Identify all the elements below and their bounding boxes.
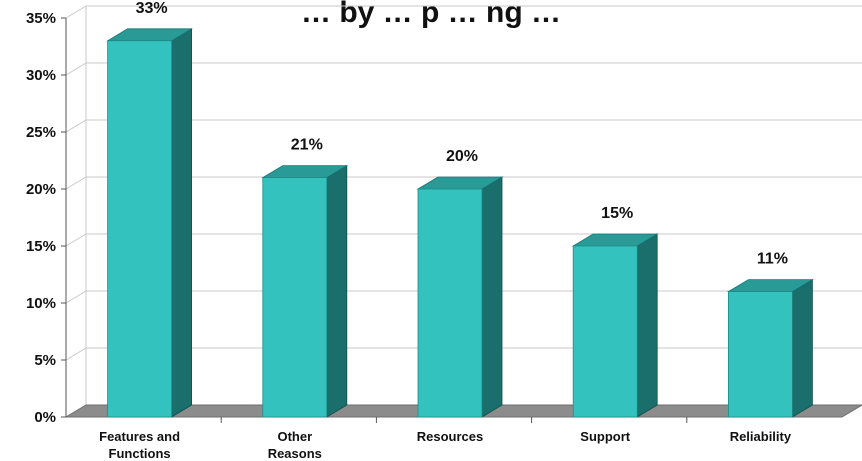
chart-title: … by … p … ng … bbox=[301, 0, 561, 29]
y-tick-label: 5% bbox=[34, 352, 56, 369]
data-label: 21% bbox=[291, 137, 323, 154]
x-tick-label: Support bbox=[580, 429, 630, 444]
x-tick-label: Reasons bbox=[268, 446, 322, 461]
bar bbox=[262, 177, 328, 418]
x-tick-label: Reliability bbox=[730, 429, 792, 444]
gridline-side bbox=[65, 62, 87, 76]
bar bbox=[107, 40, 172, 418]
gridline-side bbox=[65, 119, 87, 133]
y-tick-label: 15% bbox=[26, 238, 56, 255]
data-label: 11% bbox=[757, 251, 788, 268]
gridline-side bbox=[65, 290, 87, 304]
gridline-side bbox=[65, 176, 87, 190]
data-label: 33% bbox=[136, 0, 168, 17]
y-tick-label: 30% bbox=[26, 67, 56, 84]
x-tick-label: Functions bbox=[109, 446, 171, 461]
y-tick-label: 10% bbox=[26, 295, 56, 312]
x-tick-label: Resources bbox=[417, 429, 483, 444]
x-tick-label: Other bbox=[277, 429, 312, 444]
y-tick-label: 35% bbox=[26, 10, 56, 27]
bar bbox=[572, 245, 638, 418]
bar-side bbox=[792, 278, 813, 418]
y-tick-label: 25% bbox=[26, 124, 56, 141]
gridline-side bbox=[65, 347, 87, 361]
bar bbox=[417, 188, 483, 418]
bar bbox=[728, 291, 793, 418]
x-tick-label: Features and bbox=[99, 429, 180, 444]
bar-side bbox=[481, 176, 503, 418]
bar-side bbox=[326, 164, 348, 418]
data-label: 20% bbox=[446, 148, 478, 165]
y-tick-label: 0% bbox=[34, 409, 56, 426]
gridline-side bbox=[65, 233, 87, 247]
gridline-side bbox=[65, 5, 87, 19]
bar-side bbox=[636, 233, 658, 418]
data-label: 15% bbox=[601, 205, 633, 222]
y-tick-label: 20% bbox=[26, 181, 56, 198]
bar-side bbox=[171, 28, 193, 418]
